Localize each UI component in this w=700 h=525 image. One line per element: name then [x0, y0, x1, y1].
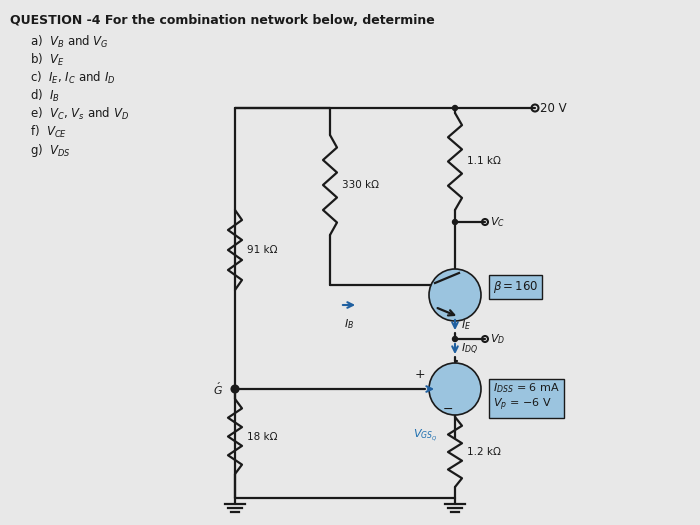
Text: a)  $V_B$ and $V_G$: a) $V_B$ and $V_G$: [30, 34, 109, 50]
Text: 18 kΩ: 18 kΩ: [247, 432, 277, 442]
Text: g)  $V_{DS}$: g) $V_{DS}$: [30, 142, 71, 159]
Text: $V_C$: $V_C$: [490, 215, 505, 229]
Text: $I_E$: $I_E$: [461, 318, 471, 332]
Text: f)  $V_{CE}$: f) $V_{CE}$: [30, 124, 67, 140]
Circle shape: [429, 269, 481, 321]
Text: $V_D$: $V_D$: [490, 332, 505, 346]
Text: b)  $V_E$: b) $V_E$: [30, 52, 65, 68]
Text: 1.1 kΩ: 1.1 kΩ: [467, 156, 501, 166]
Text: d)  $I_B$: d) $I_B$: [30, 88, 60, 104]
Text: 1.2 kΩ: 1.2 kΩ: [467, 447, 501, 457]
Text: $I_{DSS}$ = 6 mA
$V_p$ = −6 V: $I_{DSS}$ = 6 mA $V_p$ = −6 V: [493, 381, 560, 413]
Text: QUESTION -4 For the combination network below, determine: QUESTION -4 For the combination network …: [10, 14, 435, 27]
Text: $I_{DQ}$: $I_{DQ}$: [461, 341, 478, 356]
Text: $\beta = 160$: $\beta = 160$: [493, 279, 538, 295]
Circle shape: [452, 106, 458, 110]
Text: e)  $V_C$, $V_s$ and $V_D$: e) $V_C$, $V_s$ and $V_D$: [30, 106, 129, 122]
Text: 20 V: 20 V: [540, 101, 566, 114]
Circle shape: [452, 337, 458, 341]
Text: $I_B$: $I_B$: [344, 317, 354, 331]
Circle shape: [452, 219, 458, 225]
Text: −: −: [443, 403, 454, 415]
Text: +: +: [415, 368, 426, 381]
Text: c)  $I_E$, $I_C$ and $I_D$: c) $I_E$, $I_C$ and $I_D$: [30, 70, 116, 86]
Circle shape: [429, 363, 481, 415]
Text: $V_{GS_Q}$: $V_{GS_Q}$: [413, 427, 438, 443]
Text: 330 kΩ: 330 kΩ: [342, 180, 379, 190]
Text: 91 kΩ: 91 kΩ: [247, 245, 277, 255]
Text: $\acute{G}$: $\acute{G}$: [213, 381, 223, 397]
Circle shape: [232, 386, 237, 392]
